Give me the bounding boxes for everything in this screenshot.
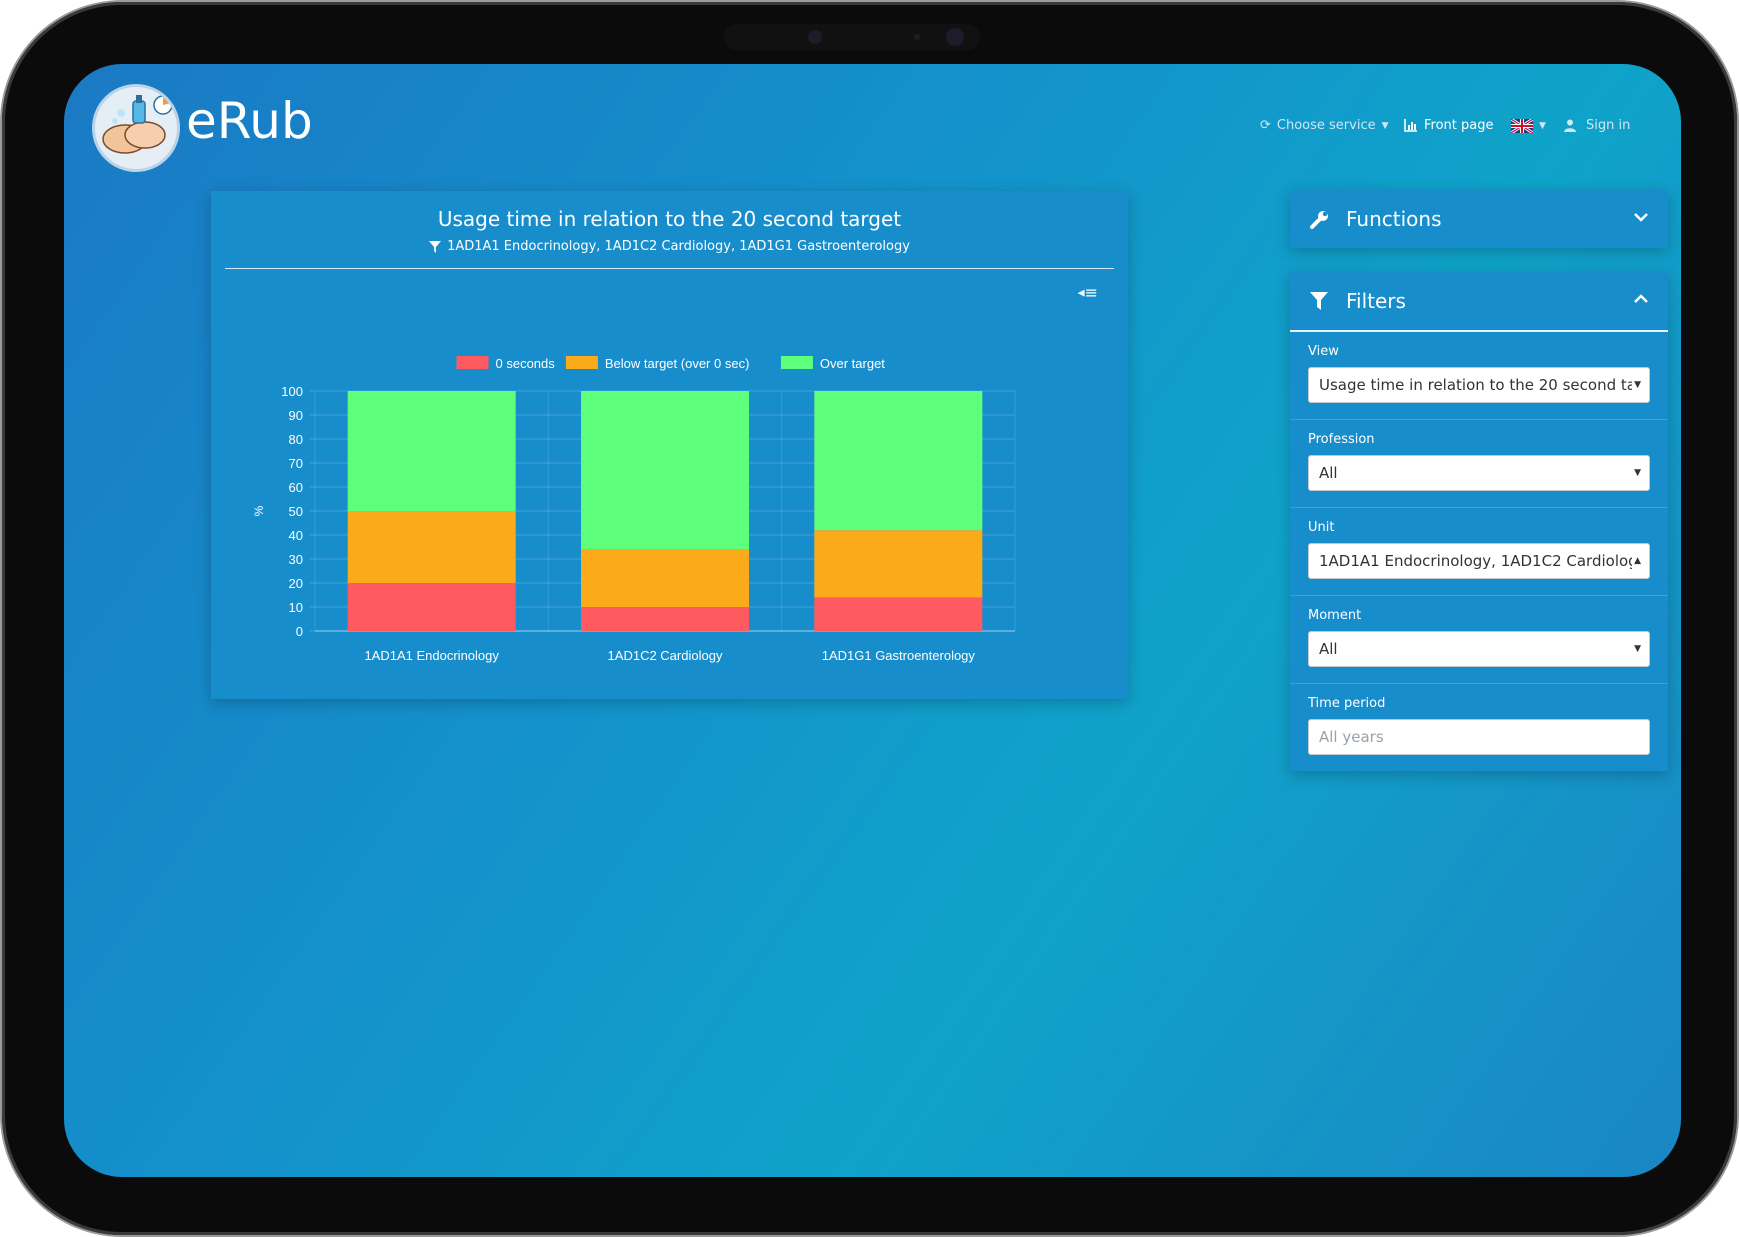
hands-logo-icon <box>95 87 177 169</box>
filter-moment-label: Moment <box>1308 608 1362 623</box>
filter-view-group: View Usage time in relation to the 20 se… <box>1290 332 1668 420</box>
bar-segment <box>814 597 983 631</box>
camera-lens <box>808 30 822 44</box>
legend-label: 0 seconds <box>496 356 556 371</box>
caret-down-icon: ▼ <box>1632 456 1641 490</box>
stacked-bar-chart: 0 10 20 30 40 50 60 70 80 90 100% 1AD1A1 Endocrinol… <box>252 356 1016 663</box>
functions-panel-header[interactable]: Functions <box>1290 190 1668 248</box>
sensor-lens <box>946 28 964 46</box>
time-period-input[interactable]: All years <box>1308 719 1650 755</box>
chart-card: Usage time in relation to the 20 second … <box>211 191 1128 699</box>
chart-subtitle: 1AD1A1 Endocrinology, 1AD1C2 Cardiology,… <box>211 239 1128 254</box>
view-select-value: Usage time in relation to the 20 second … <box>1319 376 1639 394</box>
app-screen: eRub ⟳ Choose service ▼ Front page ▼ <box>64 64 1681 1177</box>
bar-segment <box>581 549 749 607</box>
bar-segment <box>814 530 983 598</box>
chart-icon <box>1404 119 1417 132</box>
y-tick-label: 60 <box>289 480 303 495</box>
x-tick-label: 1AD1G1 Gastroenterology <box>822 648 976 663</box>
chevron-up-icon[interactable] <box>1632 290 1650 308</box>
caret-up-icon: ▲ <box>1632 544 1641 578</box>
chart-divider <box>225 268 1114 269</box>
legend-swatch <box>780 356 813 369</box>
refresh-icon: ⟳ <box>1260 118 1271 133</box>
language-selector[interactable]: ▼ <box>1511 119 1546 133</box>
filters-panel-header[interactable]: Filters <box>1290 272 1668 330</box>
profession-select-value: All <box>1319 464 1338 482</box>
x-tick-label: 1AD1A1 Endocrinology <box>364 648 499 663</box>
unit-select-value: 1AD1A1 Endocrinology, 1AD1C2 Cardiology,… <box>1319 552 1639 570</box>
caret-down-icon: ▼ <box>1539 121 1546 131</box>
wrench-icon <box>1310 209 1332 229</box>
legend-label: Below target (over 0 sec) <box>605 356 750 371</box>
bar-segment <box>347 511 516 583</box>
app-brand[interactable]: eRub <box>186 92 313 150</box>
filters-divider <box>1290 330 1668 332</box>
sign-in-link[interactable]: Sign in <box>1564 118 1630 133</box>
chevron-down-icon[interactable] <box>1632 208 1650 226</box>
y-tick-label: 40 <box>289 528 303 543</box>
bar-segment <box>581 607 749 631</box>
front-page-label: Front page <box>1424 118 1494 133</box>
bar-segment <box>814 391 983 531</box>
filters-title: Filters <box>1346 289 1406 313</box>
x-tick-label: 1AD1C2 Cardiology <box>608 648 723 663</box>
sensor-dot <box>914 34 920 40</box>
choose-service-menu[interactable]: ⟳ Choose service ▼ <box>1260 118 1389 133</box>
legend-label: Over target <box>820 356 885 371</box>
filter-view-label: View <box>1308 344 1339 359</box>
moment-select[interactable]: All ▼ <box>1308 631 1650 667</box>
bar-segment <box>347 583 516 631</box>
unit-select[interactable]: 1AD1A1 Endocrinology, 1AD1C2 Cardiology,… <box>1308 543 1650 579</box>
filter-time-period-label: Time period <box>1308 696 1386 711</box>
view-select[interactable]: Usage time in relation to the 20 second … <box>1308 367 1650 403</box>
filter-icon <box>429 240 442 253</box>
y-tick-label: 10 <box>289 600 303 615</box>
functions-title: Functions <box>1346 207 1442 231</box>
chart-title: Usage time in relation to the 20 second … <box>437 207 902 231</box>
filter-unit-label: Unit <box>1308 520 1335 535</box>
chart-export-menu-button[interactable]: ◀≡ <box>1078 283 1098 302</box>
front-page-link[interactable]: Front page <box>1404 118 1493 133</box>
choose-service-label: Choose service <box>1276 118 1376 133</box>
bar-segment <box>581 391 749 550</box>
app-logo[interactable] <box>92 84 180 172</box>
filters-panel: Filters View Usage time in relation to t… <box>1290 272 1668 771</box>
y-axis-label: % <box>252 505 266 516</box>
caret-down-icon: ▼ <box>1632 368 1641 402</box>
y-tick-label: 50 <box>289 504 303 519</box>
y-tick-label: 20 <box>289 576 303 591</box>
y-tick-label: 70 <box>289 456 303 471</box>
profession-select[interactable]: All ▼ <box>1308 455 1650 491</box>
y-tick-label: 0 <box>296 624 303 639</box>
chart-subtitle-text: 1AD1A1 Endocrinology, 1AD1C2 Cardiology,… <box>447 239 910 254</box>
uk-flag-icon <box>1511 119 1533 133</box>
caret-down-icon: ▼ <box>1632 632 1641 666</box>
y-tick-label: 100 <box>281 384 303 399</box>
filter-profession-label: Profession <box>1308 432 1375 447</box>
filter-profession-group: Profession All ▼ <box>1290 420 1668 508</box>
bar-segment <box>347 391 516 511</box>
functions-panel: Functions <box>1290 190 1668 248</box>
camera-bar <box>724 24 980 50</box>
legend-swatch <box>565 356 598 369</box>
filter-icon <box>1310 292 1332 310</box>
y-tick-label: 80 <box>289 432 303 447</box>
y-tick-label: 90 <box>289 408 303 423</box>
filter-time-period-group: Time period All years <box>1290 684 1668 771</box>
filter-unit-group: Unit 1AD1A1 Endocrinology, 1AD1C2 Cardio… <box>1290 508 1668 596</box>
y-tick-label: 30 <box>289 552 303 567</box>
filter-moment-group: Moment All ▼ <box>1290 596 1668 684</box>
user-icon <box>1564 119 1576 132</box>
sign-in-label: Sign in <box>1586 118 1631 133</box>
legend-swatch <box>456 356 489 369</box>
caret-left-icon: ◀ <box>1077 288 1085 299</box>
moment-select-value: All <box>1319 640 1338 658</box>
caret-down-icon: ▼ <box>1381 120 1389 131</box>
hamburger-icon: ≡ <box>1084 283 1098 302</box>
